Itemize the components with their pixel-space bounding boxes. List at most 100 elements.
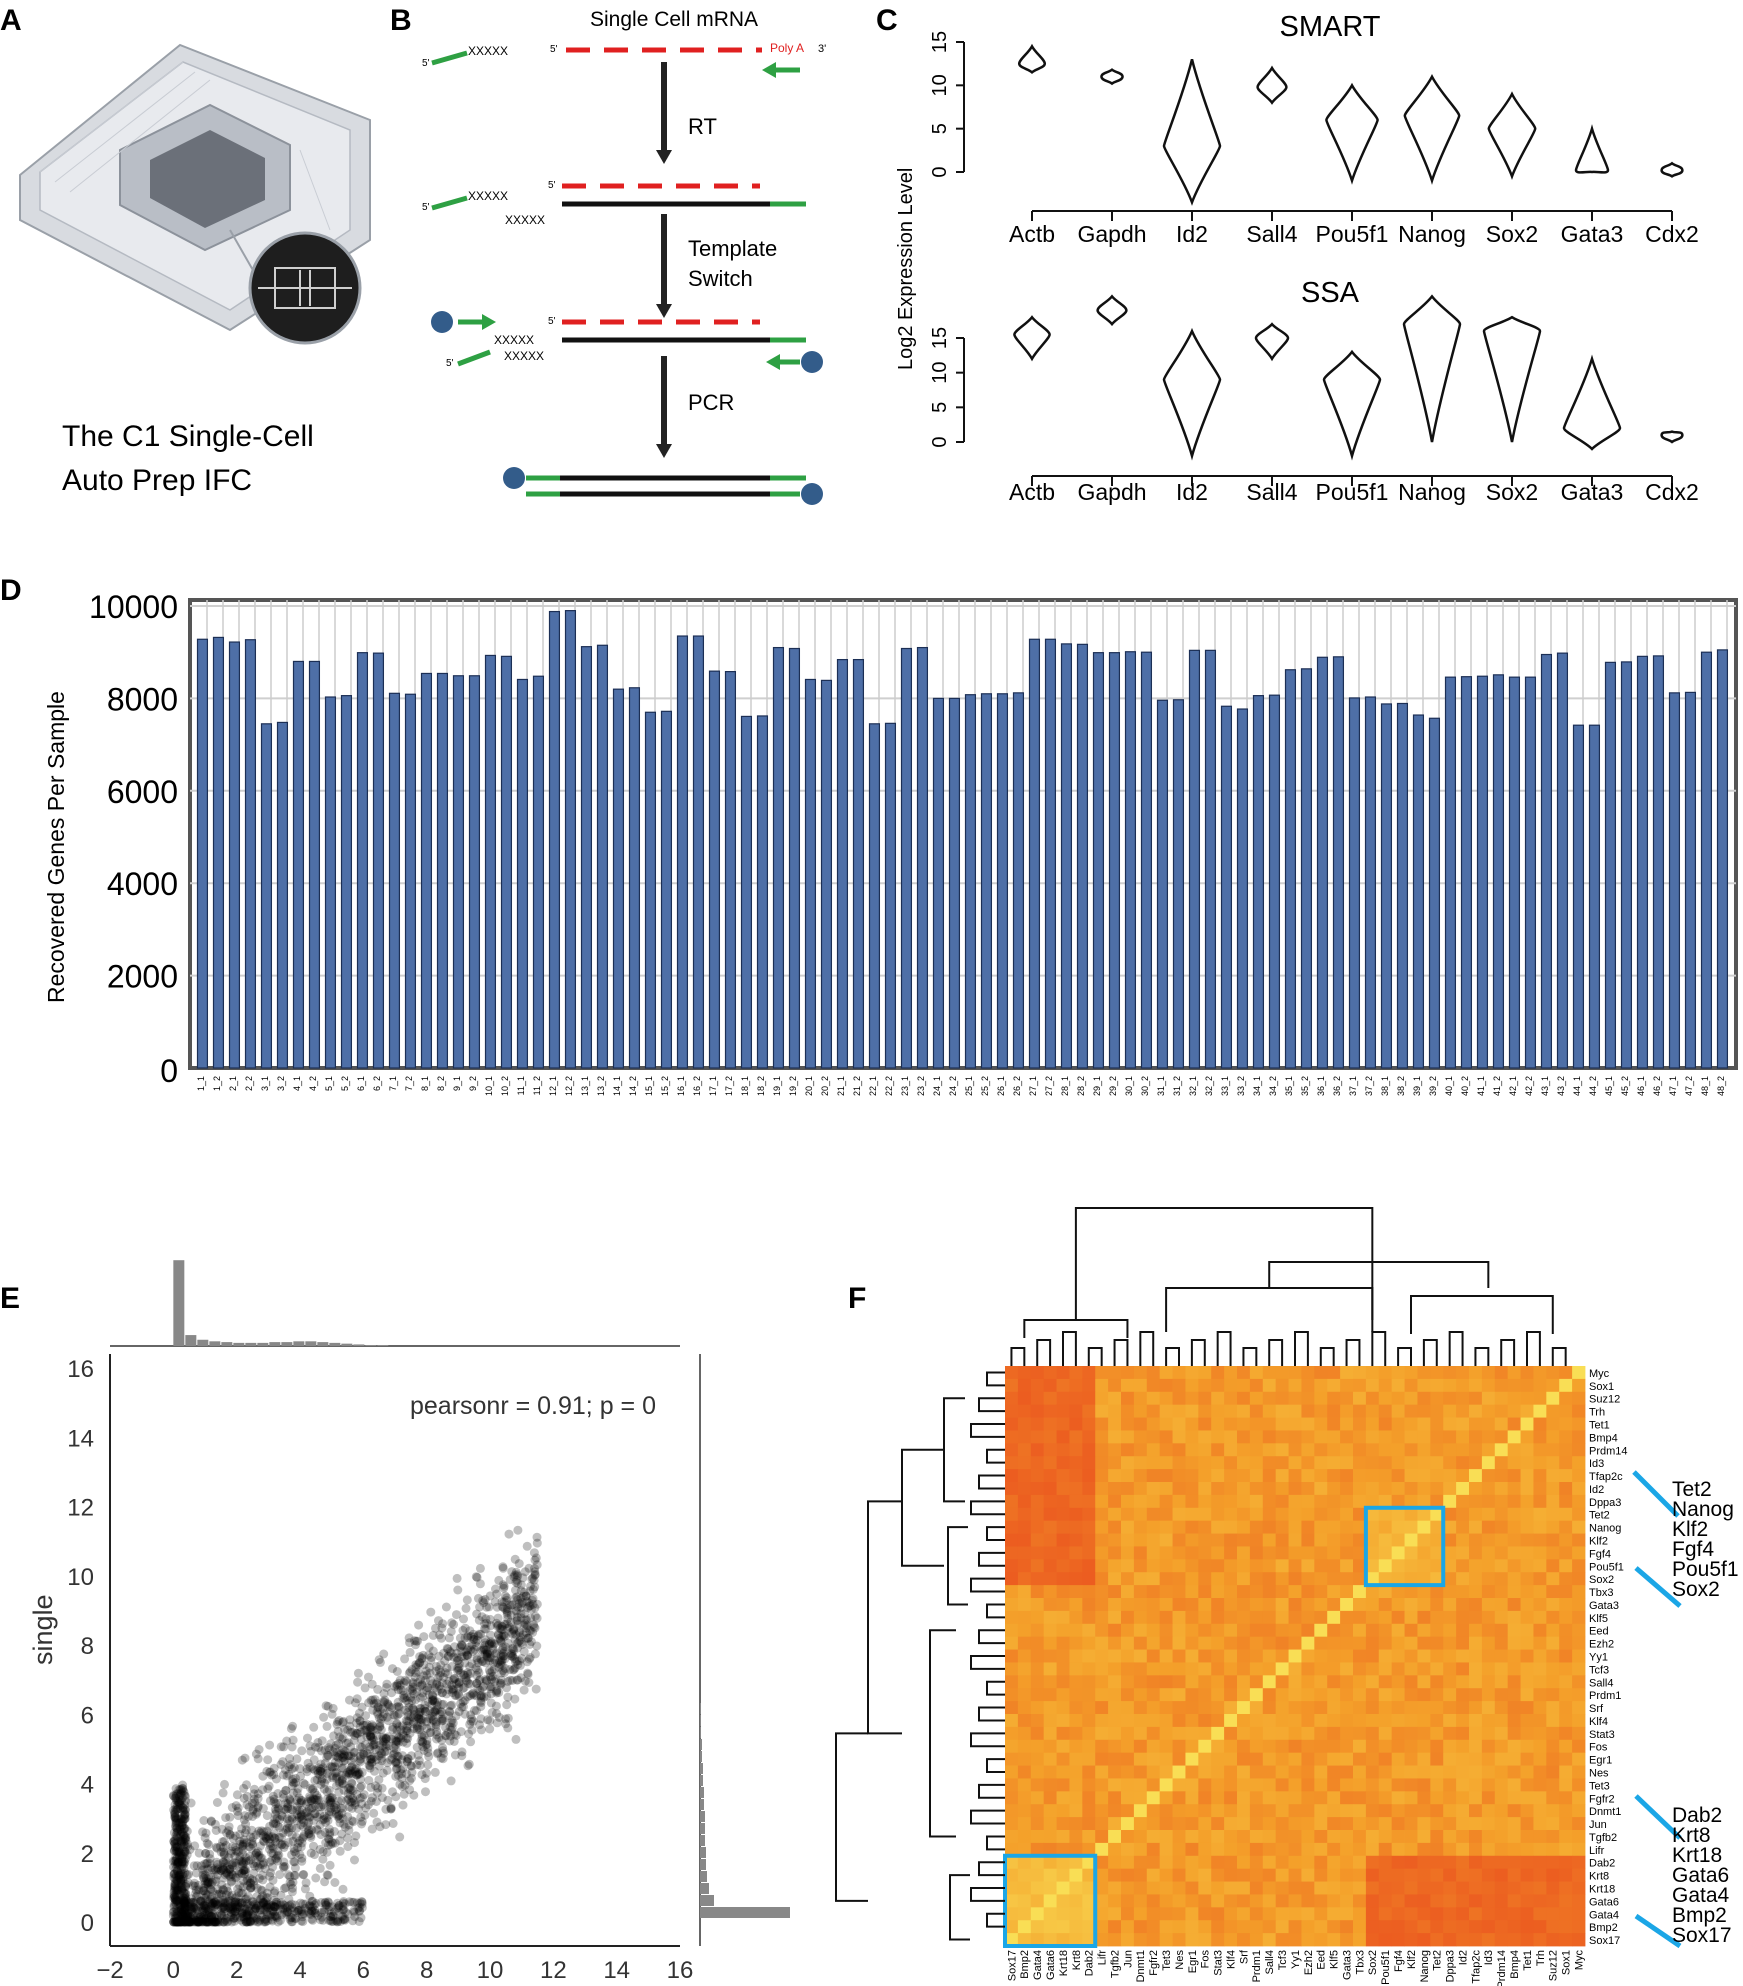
heatmap-cell xyxy=(1108,1778,1122,1792)
scatter-point xyxy=(456,1727,466,1737)
heatmap-cell xyxy=(1533,1598,1547,1612)
heatmap-cell xyxy=(1494,1430,1509,1444)
heatmap-cell xyxy=(1520,1482,1534,1496)
heatmap-cell xyxy=(1456,1739,1470,1754)
heatmap-cell xyxy=(1159,1559,1173,1573)
heatmap-cell xyxy=(1507,1469,1521,1483)
scatter-point xyxy=(356,1913,366,1923)
heatmap-cell xyxy=(1082,1520,1096,1534)
scatter-point xyxy=(174,1847,184,1857)
heatmap-cell xyxy=(1456,1623,1470,1638)
heatmap-cell xyxy=(1108,1546,1122,1560)
scatter-point xyxy=(262,1910,272,1920)
scatter-point xyxy=(532,1560,542,1570)
scatter-point xyxy=(381,1820,391,1830)
bar-x-label: 10_2 xyxy=(500,1076,510,1096)
heatmap-cell xyxy=(1314,1649,1328,1663)
heatmap-cell xyxy=(1185,1378,1199,1393)
heatmap-cell xyxy=(1520,1649,1534,1663)
scatter-point xyxy=(175,1796,185,1806)
scatter-point xyxy=(226,1896,236,1906)
heatmap-cell xyxy=(1507,1688,1521,1702)
bar xyxy=(1188,649,1201,1069)
heatmap-cell xyxy=(1301,1636,1315,1650)
heatmap-cell xyxy=(1456,1494,1470,1509)
heatmap-cell xyxy=(1404,1791,1418,1805)
heatmap-cell xyxy=(1082,1675,1096,1689)
right-hist-bar xyxy=(700,1895,714,1906)
scatter-point xyxy=(376,1748,386,1758)
heatmap-cell xyxy=(1211,1636,1225,1650)
heatmap-cell xyxy=(1404,1598,1418,1612)
heatmap-cell xyxy=(1481,1546,1496,1560)
heatmap-cell xyxy=(1572,1494,1586,1509)
scatter-point xyxy=(418,1688,427,1698)
bar-x-label: 34_1 xyxy=(1252,1076,1262,1096)
heatmap-cell xyxy=(1378,1804,1393,1818)
heatmap-cell xyxy=(1108,1791,1122,1805)
scatter-point xyxy=(377,1783,387,1793)
bar xyxy=(212,636,225,1069)
scatter-point xyxy=(438,1619,448,1629)
heatmap-cell xyxy=(1082,1765,1096,1779)
scatter-point xyxy=(283,1870,293,1880)
heatmap-cell xyxy=(1520,1391,1534,1406)
scatter-point xyxy=(273,1789,283,1798)
heatmap-cell xyxy=(1327,1868,1341,1882)
heatmap-cell xyxy=(1430,1817,1444,1831)
scatter-point xyxy=(213,1917,223,1927)
heatmap-cell xyxy=(1288,1572,1302,1586)
bar xyxy=(1508,676,1521,1069)
heatmap-cell xyxy=(1249,1714,1264,1728)
heatmap-cell xyxy=(1108,1701,1122,1715)
heatmap-cell xyxy=(1456,1804,1470,1818)
bar-x-label: 48_2 xyxy=(1716,1076,1726,1096)
heatmap-cell xyxy=(1378,1662,1393,1676)
heatmap-cell xyxy=(1378,1546,1393,1560)
heatmap-cell xyxy=(1314,1739,1328,1754)
scatter-point xyxy=(372,1707,382,1717)
heatmap-cell xyxy=(1146,1404,1161,1418)
heatmap-cell xyxy=(1275,1649,1289,1663)
heatmap-cell xyxy=(1249,1636,1264,1650)
heatmap-cell xyxy=(1365,1855,1380,1870)
heatmap-cell xyxy=(1520,1507,1534,1522)
scatter-point xyxy=(427,1699,437,1709)
scatter-point xyxy=(415,1658,425,1668)
heatmap-cell xyxy=(1494,1585,1509,1599)
heatmap-cell xyxy=(1069,1417,1083,1431)
scatter-x-tick-label: 8 xyxy=(420,1957,433,1984)
heatmap-cell xyxy=(1095,1366,1109,1380)
heatmap-cell xyxy=(1005,1366,1019,1380)
heatmap-cell xyxy=(1353,1778,1367,1792)
scatter-point xyxy=(478,1645,488,1655)
bar-x-label: 19_1 xyxy=(772,1076,782,1096)
scatter-point xyxy=(369,1752,379,1762)
scatter-point xyxy=(333,1796,343,1806)
heatmap-cell xyxy=(1507,1443,1521,1457)
scatter-point xyxy=(176,1868,186,1878)
heatmap-cell xyxy=(1288,1714,1302,1728)
heatmap-cell xyxy=(1430,1855,1444,1870)
heatmap-cell xyxy=(1211,1778,1225,1792)
heatmap-cell xyxy=(1133,1752,1148,1766)
heatmap-cell xyxy=(1443,1868,1457,1882)
heatmap-cell xyxy=(1417,1739,1431,1754)
heatmap-cell xyxy=(1404,1739,1418,1754)
scatter-point xyxy=(399,1789,409,1799)
heatmap-cell xyxy=(1056,1739,1070,1754)
scatter-point xyxy=(348,1793,358,1803)
heatmap-cell xyxy=(1185,1598,1199,1612)
heatmap-cell xyxy=(1224,1881,1238,1895)
heatmap-cell xyxy=(1017,1675,1032,1689)
heatmap-cell xyxy=(1121,1623,1135,1638)
scatter-y-tick-label: 6 xyxy=(81,1702,94,1729)
heatmap-cell xyxy=(1172,1572,1186,1586)
heatmap-cell xyxy=(1224,1366,1238,1380)
scatter-point xyxy=(188,1881,198,1891)
heatmap-cell xyxy=(1159,1842,1173,1857)
scatter-point xyxy=(369,1740,379,1750)
heatmap-cell xyxy=(1327,1507,1341,1522)
heatmap-cell xyxy=(1172,1739,1186,1754)
heatmap-cell xyxy=(1533,1817,1547,1831)
